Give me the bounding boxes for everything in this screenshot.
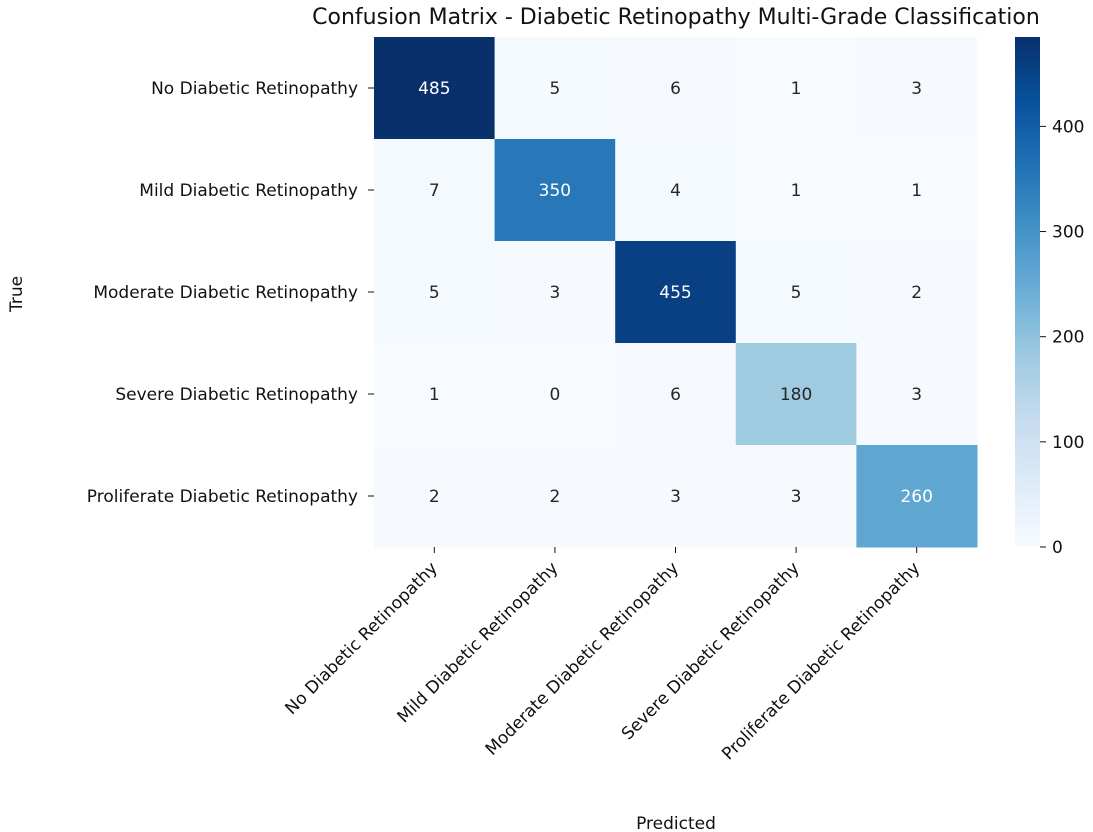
- cell-value-label: 180: [780, 385, 812, 405]
- heatmap-cell: [615, 139, 737, 242]
- y-tick-label: Moderate Diabetic Retinopathy: [93, 283, 358, 303]
- heatmap-cell: [856, 343, 978, 446]
- heatmap-cell: [494, 241, 616, 344]
- colorbar-tick-label: 400: [1052, 117, 1084, 137]
- cell-value-label: 3: [549, 283, 560, 303]
- chart-title: Confusion Matrix - Diabetic Retinopathy …: [312, 5, 1040, 30]
- heatmap-cell: [494, 343, 616, 446]
- heatmap-cell: [735, 139, 857, 242]
- colorbar-ticks: 0 100 200 300 400: [1040, 117, 1084, 558]
- cell-value-label: 3: [911, 385, 922, 405]
- cell-value-label: 350: [539, 181, 571, 201]
- cell-value-label: 1: [791, 181, 802, 201]
- heatmap-cell: [615, 37, 737, 140]
- cell-value-label: 7: [429, 181, 440, 201]
- cell-value-label: 3: [791, 487, 802, 507]
- cell-value-label: 3: [911, 79, 922, 99]
- cell-value-label: 485: [418, 79, 450, 99]
- x-tick-label: Proliferate Diabetic Retinopathy: [718, 558, 924, 764]
- cell-value-label: 260: [900, 487, 932, 507]
- x-axis-label: Predicted: [636, 814, 716, 832]
- y-axis-label: True: [7, 276, 27, 313]
- heatmap-cell: [494, 445, 616, 548]
- cell-value-label: 3: [670, 487, 681, 507]
- cell-value-label: 6: [670, 79, 681, 99]
- colorbar-tick-label: 0: [1052, 538, 1063, 558]
- heatmap-cell: [494, 139, 616, 242]
- heatmap-cell: [374, 37, 496, 140]
- heatmap-cell: [615, 241, 737, 344]
- colorbar-tick-label: 100: [1052, 433, 1084, 453]
- y-tick-label: Mild Diabetic Retinopathy: [139, 181, 358, 201]
- y-tick-label: Proliferate Diabetic Retinopathy: [87, 487, 358, 507]
- colorbar: [1015, 37, 1040, 547]
- heatmap-cell: [735, 343, 857, 446]
- y-tick-labels: No Diabetic Retinopathy Mild Diabetic Ret…: [87, 79, 374, 507]
- cell-value-label: 0: [549, 385, 560, 405]
- cell-value-label: 2: [429, 487, 440, 507]
- heatmap-cell: [856, 139, 978, 242]
- x-tick-label: Moderate Diabetic Retinopathy: [482, 558, 683, 759]
- cell-value-label: 5: [549, 79, 560, 99]
- heatmap-cell: [374, 139, 496, 242]
- cell-value-label: 455: [659, 283, 691, 303]
- cell-value-label: 2: [911, 283, 922, 303]
- y-tick-label: No Diabetic Retinopathy: [151, 79, 358, 99]
- heatmap-cell: [374, 445, 496, 548]
- heatmap-cell: [615, 343, 737, 446]
- cell-value-label: 1: [429, 385, 440, 405]
- colorbar-tick-label: 300: [1052, 223, 1084, 243]
- heatmap-cell: [374, 343, 496, 446]
- cell-value-label: 6: [670, 385, 681, 405]
- cell-value-label: 5: [791, 283, 802, 303]
- cell-value-label: 1: [791, 79, 802, 99]
- heatmap-cell: [494, 37, 616, 140]
- heatmap-cell: [856, 37, 978, 140]
- heatmap-cell: [374, 241, 496, 344]
- heatmap-cell: [735, 37, 857, 140]
- y-tick-label: Severe Diabetic Retinopathy: [115, 385, 358, 405]
- cell-value-label: 4: [670, 181, 681, 201]
- heatmap-cell: [735, 445, 857, 548]
- cell-value-label: 2: [549, 487, 560, 507]
- cell-value-label: 5: [429, 283, 440, 303]
- colorbar-tick-label: 200: [1052, 328, 1084, 348]
- heatmap-cell: [856, 445, 978, 548]
- heatmap-cell: [735, 241, 857, 344]
- heatmap-cell: [615, 445, 737, 548]
- heatmap-cell: [856, 241, 978, 344]
- cell-value-label: 1: [911, 181, 922, 201]
- heatmap-cells: 485 5 6 1 3 7 350 4 1 1 5 3 455 5 2 1 0 6 180 3 2 2 3 3 260: [374, 37, 978, 548]
